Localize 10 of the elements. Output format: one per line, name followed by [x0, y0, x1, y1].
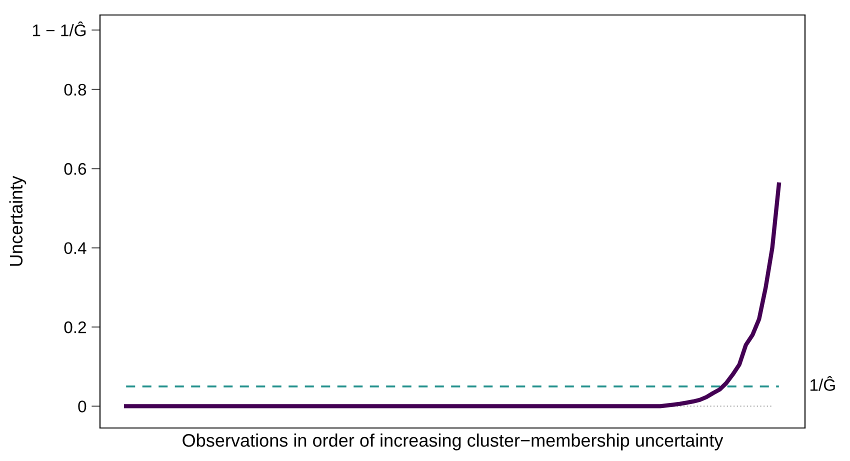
ref-line-label: 1/Ĝ — [810, 376, 835, 391]
y-tick-label: 0.4 — [64, 242, 86, 254]
y-axis-title: Uncertainty — [9, 176, 26, 266]
y-tick-label: 0.6 — [64, 163, 86, 175]
y-tick-label: 0.2 — [64, 321, 86, 334]
y-tick-label: 1 − 1/Ĝ — [32, 22, 86, 36]
x-axis-title: Observations in order of increasing cluster−membership uncertainty — [182, 434, 724, 450]
y-tick-label: 0.8 — [64, 84, 86, 96]
line-series — [124, 182, 781, 408]
y-tick-label: 0 — [78, 400, 86, 412]
